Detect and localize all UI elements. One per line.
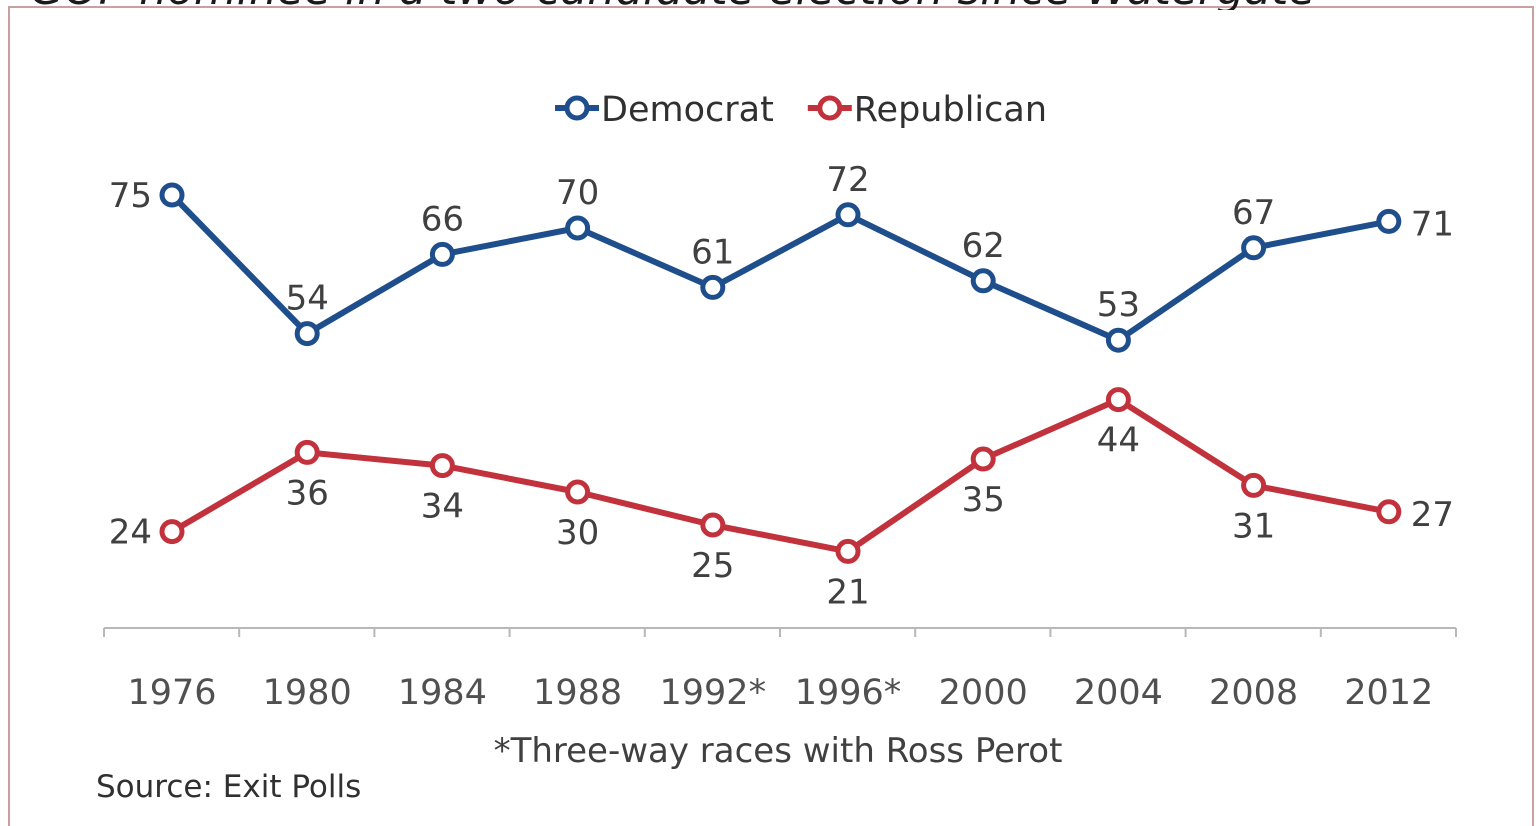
data-label: 61 bbox=[691, 232, 734, 272]
x-tick-label: 1980 bbox=[263, 673, 352, 713]
data-point bbox=[1241, 472, 1267, 498]
footnote: *Three-way races with Ross Perot bbox=[494, 731, 1063, 771]
series-democrat: 75 54 66 70 61 72 62 53 67 71 bbox=[109, 160, 1454, 353]
source-note: Source: Exit Polls bbox=[96, 769, 361, 805]
data-point bbox=[159, 182, 185, 208]
series-republican: 24 36 34 30 25 21 35 44 31 27 bbox=[109, 387, 1454, 612]
x-tick-label: 1984 bbox=[398, 673, 487, 713]
series-line bbox=[170, 396, 1390, 555]
legend-marker bbox=[817, 95, 843, 121]
data-point bbox=[1105, 327, 1131, 353]
x-tick-label: 1988 bbox=[533, 673, 622, 713]
chart-legend: Democrat Republican bbox=[555, 90, 1047, 130]
data-point bbox=[1376, 208, 1402, 234]
data-label: 53 bbox=[1097, 285, 1140, 325]
data-label: 67 bbox=[1232, 193, 1275, 233]
data-label: 66 bbox=[421, 199, 464, 239]
data-label: 70 bbox=[556, 173, 599, 213]
x-tick-label: 2012 bbox=[1344, 673, 1433, 713]
series-layer: 75 54 66 70 61 72 62 53 67 71 24 36 34 30 25 21 35 44 31 27 bbox=[109, 160, 1454, 613]
data-label: 27 bbox=[1411, 495, 1454, 535]
data-label: 54 bbox=[286, 279, 329, 319]
data-label: 36 bbox=[286, 473, 329, 513]
x-tick-label: 1996* bbox=[795, 673, 902, 713]
chart-frame bbox=[8, 6, 1534, 826]
data-point bbox=[1376, 499, 1402, 525]
data-label: 62 bbox=[962, 226, 1005, 266]
data-label: 34 bbox=[421, 487, 464, 527]
data-label: 24 bbox=[109, 513, 152, 553]
x-tick-label: 2004 bbox=[1074, 673, 1163, 713]
data-point bbox=[294, 439, 320, 465]
x-axis: 1976 1980 1984 1988 1992* 1996* 2000 2004 2008 20… bbox=[103, 627, 1457, 713]
data-point bbox=[1241, 235, 1267, 261]
x-tick-label: 2000 bbox=[939, 673, 1028, 713]
data-point bbox=[970, 446, 996, 472]
data-point bbox=[970, 268, 996, 294]
data-point bbox=[565, 479, 591, 505]
legend-label: Republican bbox=[854, 90, 1047, 130]
data-point bbox=[159, 519, 185, 545]
data-label: 72 bbox=[826, 160, 869, 200]
data-label: 35 bbox=[962, 480, 1005, 520]
data-label: 71 bbox=[1411, 204, 1454, 244]
x-tick-label: 2008 bbox=[1209, 673, 1298, 713]
data-label: 30 bbox=[556, 513, 599, 553]
data-point bbox=[294, 321, 320, 347]
data-point bbox=[429, 453, 455, 479]
data-point bbox=[700, 512, 726, 538]
data-point bbox=[835, 538, 861, 564]
legend-item-democrat: Democrat bbox=[555, 90, 774, 130]
data-label: 25 bbox=[691, 546, 734, 586]
data-point bbox=[429, 241, 455, 267]
series-line bbox=[169, 192, 1390, 344]
chart-title-partial: GOP nominee in a two-candidate election … bbox=[30, 0, 1330, 10]
data-point bbox=[1105, 387, 1131, 413]
data-label: 44 bbox=[1097, 421, 1140, 461]
data-point bbox=[700, 274, 726, 300]
data-label: 21 bbox=[826, 572, 869, 612]
data-label: 75 bbox=[109, 176, 152, 216]
legend-item-republican: Republican bbox=[807, 90, 1047, 130]
data-point bbox=[835, 202, 861, 228]
legend-label: Democrat bbox=[601, 90, 774, 130]
legend-marker bbox=[564, 95, 590, 121]
x-tick-label: 1976 bbox=[127, 673, 216, 713]
x-tick-label: 1992* bbox=[660, 673, 767, 713]
data-label: 31 bbox=[1232, 506, 1275, 546]
data-point bbox=[565, 215, 591, 241]
